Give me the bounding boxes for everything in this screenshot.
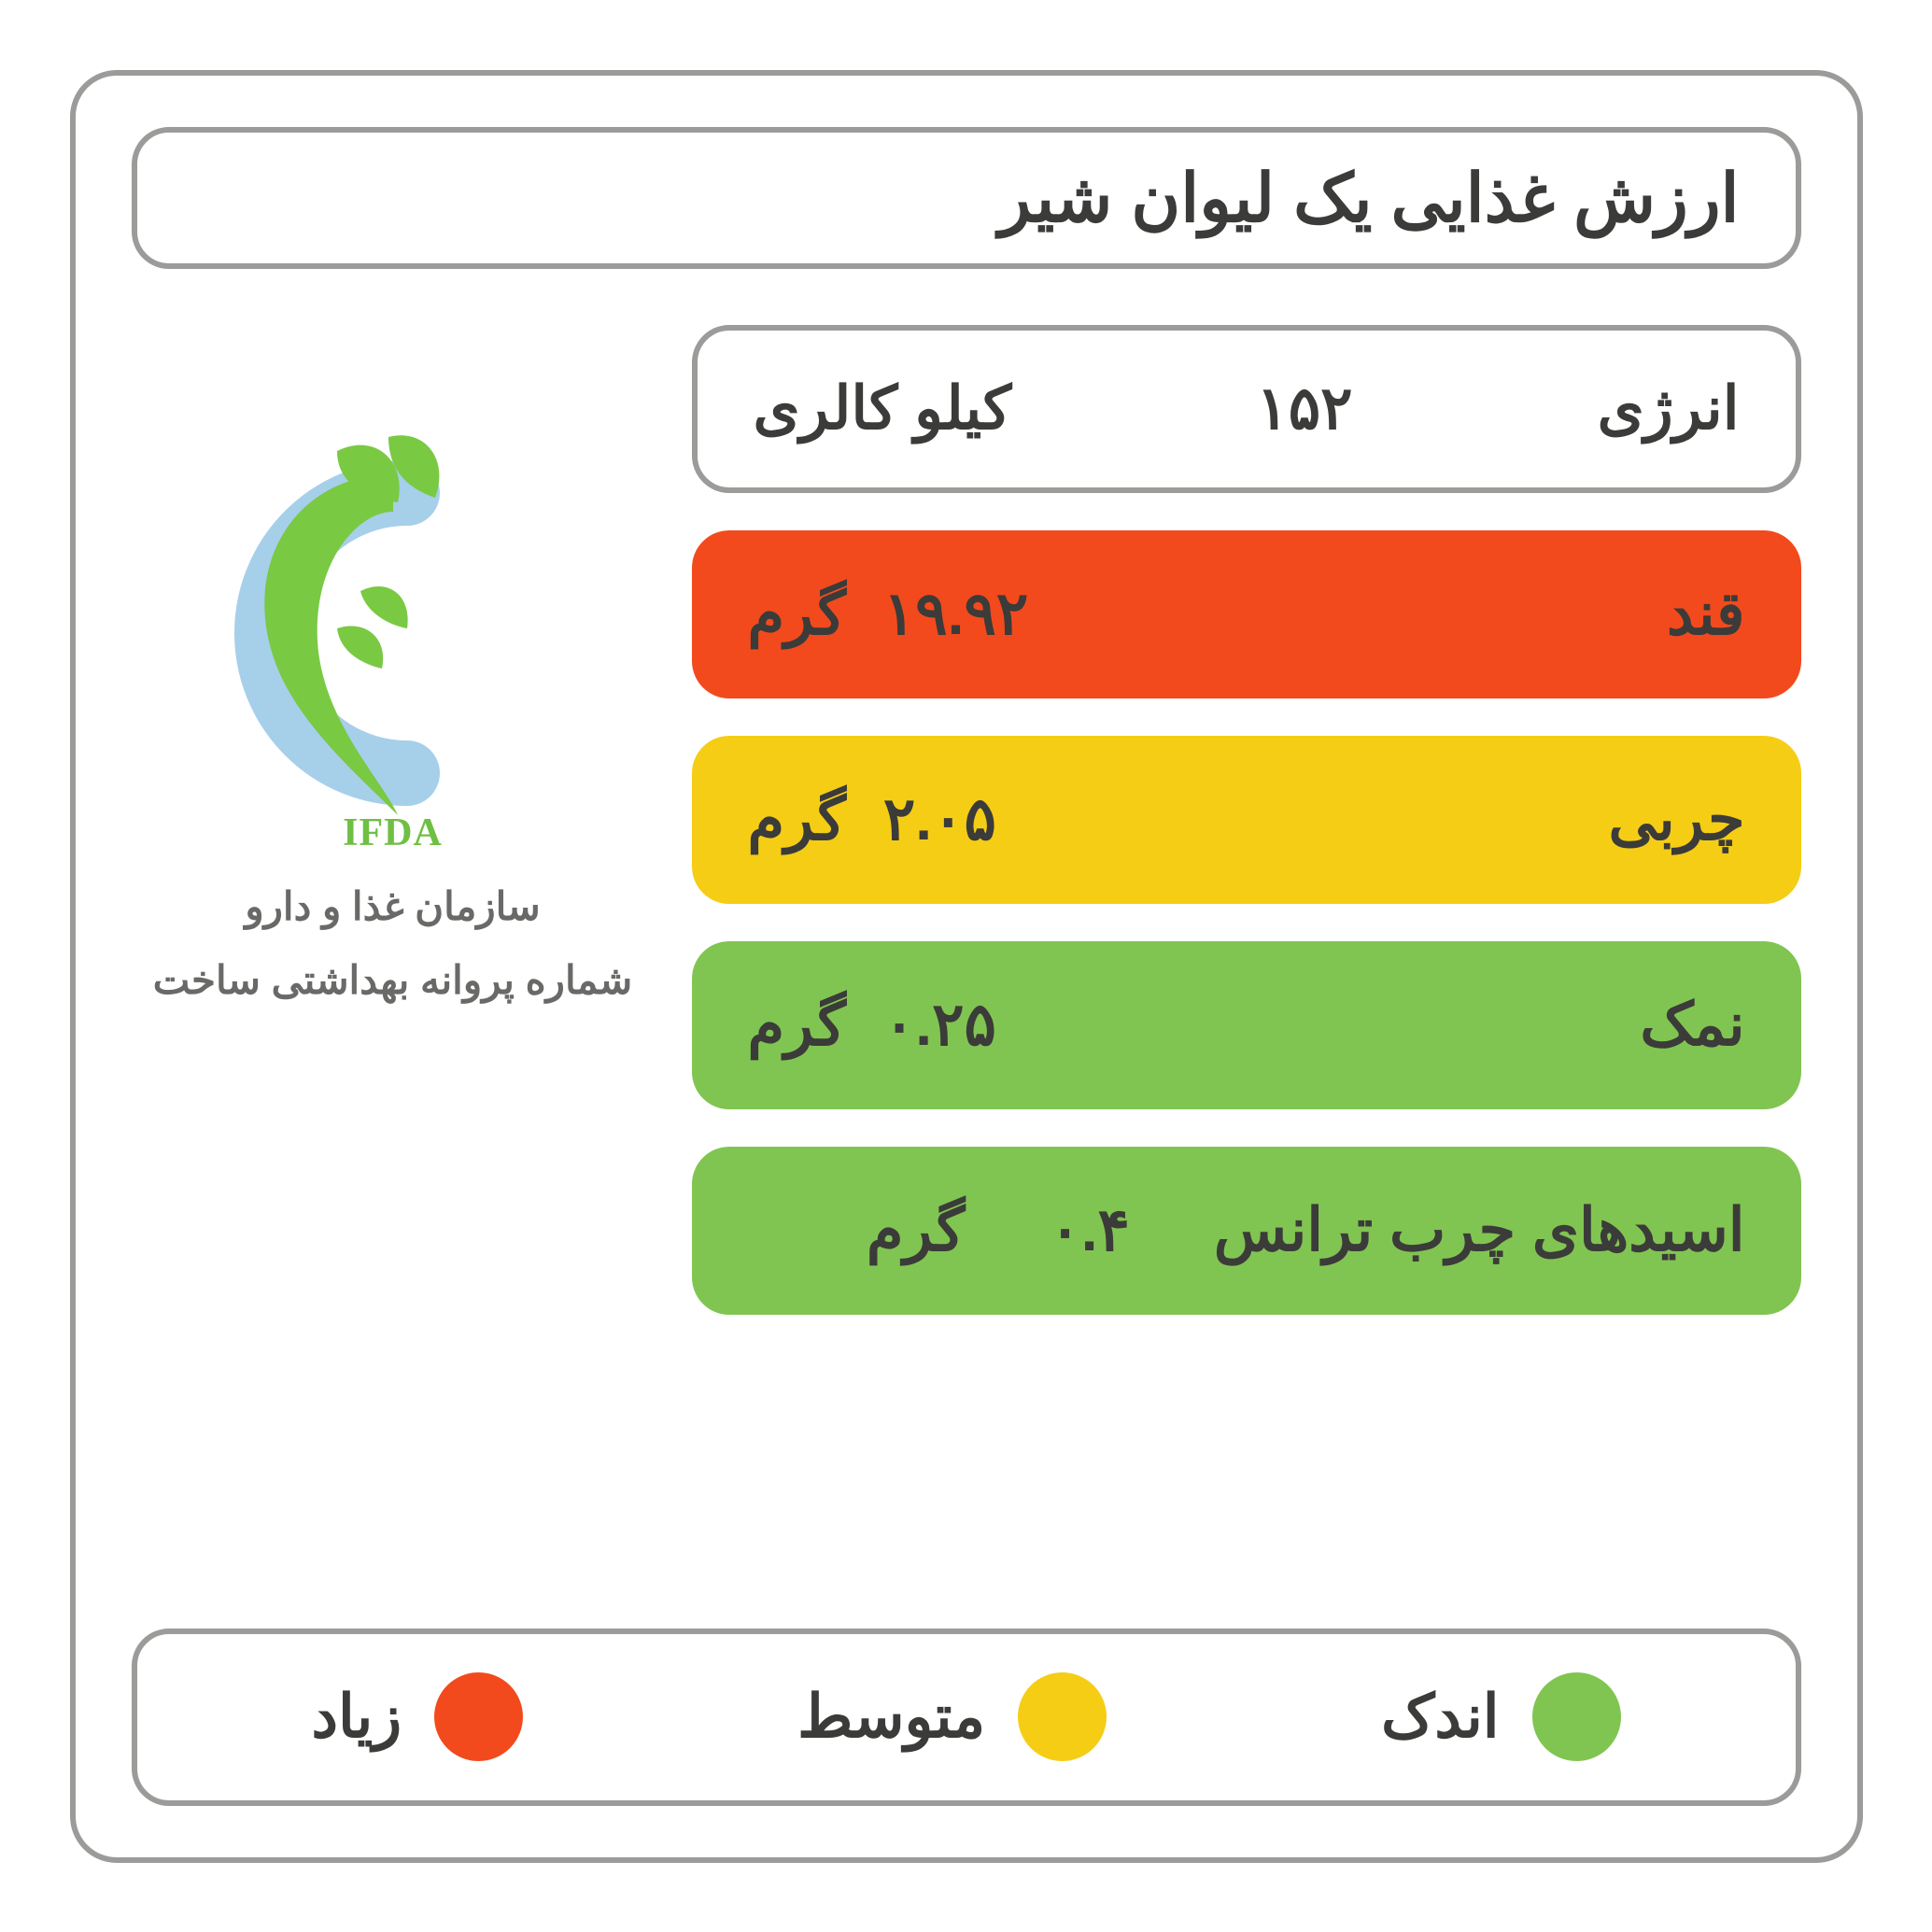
trans-unit: گرم xyxy=(867,1195,965,1265)
fat-value-group: ۲.۰۵ گرم xyxy=(748,784,996,854)
salt-unit: گرم xyxy=(748,990,846,1060)
trans-row: اسیدهای چرب ترانس ۰.۴ گرم xyxy=(692,1147,1801,1315)
legend-low-label: اندک xyxy=(1381,1682,1499,1752)
salt-value: ۰.۲۵ xyxy=(883,990,996,1060)
legend-low-dot xyxy=(1532,1672,1621,1761)
legend-mid-dot xyxy=(1018,1672,1107,1761)
license-label: شماره پروانه بهداشتی ساخت xyxy=(153,957,632,1003)
energy-label: انرژی xyxy=(1598,374,1740,444)
legend-high-label: زیاد xyxy=(311,1682,402,1752)
ifda-text: IFDA xyxy=(343,811,443,855)
ifda-logo-icon xyxy=(197,409,589,820)
org-name: سازمان غذا و دارو xyxy=(245,883,540,929)
sugar-label: قند xyxy=(1667,579,1745,649)
nutrition-card: ارزش غذایی یک لیوان شیر انرژی ۱۵۲ کیلو ک… xyxy=(70,70,1863,1863)
sugar-value: ۱۹.۹۲ xyxy=(883,579,1028,649)
title-bar: ارزش غذایی یک لیوان شیر xyxy=(132,127,1801,269)
legend-high: زیاد xyxy=(311,1672,523,1761)
legend-mid: متوسط xyxy=(797,1672,1107,1761)
legend-low: اندک xyxy=(1381,1672,1620,1761)
trans-label: اسیدهای چرب ترانس xyxy=(1214,1195,1745,1265)
legend-high-dot xyxy=(434,1672,523,1761)
salt-label: نمک xyxy=(1640,990,1744,1060)
mid-section: انرژی ۱۵۲ کیلو کالری قند ۱۹.۹۲ گرم چربی … xyxy=(132,325,1801,1586)
logo-column: IFDA سازمان غذا و دارو شماره پروانه بهدا… xyxy=(132,325,655,1586)
energy-row: انرژی ۱۵۲ کیلو کالری xyxy=(692,325,1801,493)
sugar-value-group: ۱۹.۹۲ گرم xyxy=(748,579,1029,649)
legend-mid-label: متوسط xyxy=(797,1682,985,1752)
fat-unit: گرم xyxy=(748,784,846,854)
fat-label: چربی xyxy=(1608,784,1744,854)
energy-value: ۱۵۲ xyxy=(1256,374,1352,444)
fat-value: ۲.۰۵ xyxy=(883,784,996,854)
energy-unit: کیلو کالری xyxy=(754,374,1012,444)
trans-value: ۰.۴ xyxy=(1049,1195,1130,1265)
title-text: ارزش غذایی یک لیوان شیر xyxy=(999,162,1740,236)
salt-value-group: ۰.۲۵ گرم xyxy=(748,990,996,1060)
legend-bar: اندک متوسط زیاد xyxy=(132,1629,1801,1806)
salt-row: نمک ۰.۲۵ گرم xyxy=(692,941,1801,1109)
fat-row: چربی ۲.۰۵ گرم xyxy=(692,736,1801,904)
sugar-unit: گرم xyxy=(748,579,846,649)
nutrient-rows: انرژی ۱۵۲ کیلو کالری قند ۱۹.۹۲ گرم چربی … xyxy=(692,325,1801,1586)
sugar-row: قند ۱۹.۹۲ گرم xyxy=(692,530,1801,698)
